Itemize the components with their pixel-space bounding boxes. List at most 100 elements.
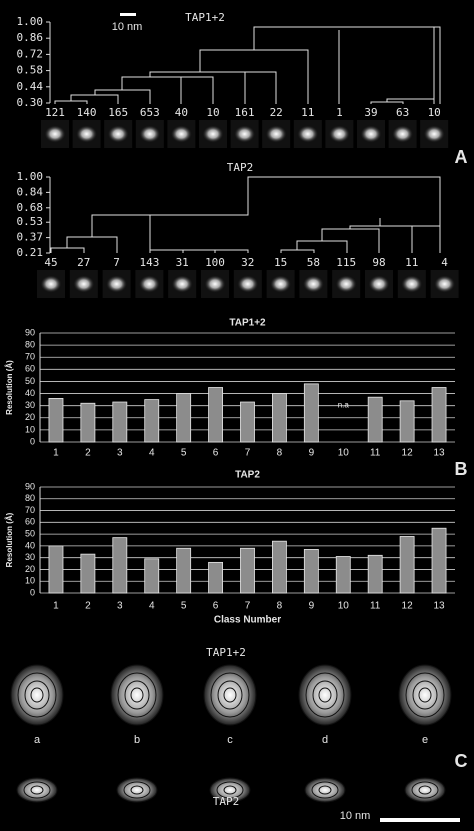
particle [170,125,193,143]
bar [80,402,96,443]
y-tick-label: 10 [25,424,35,434]
bar [176,547,192,594]
leaf-label: 7 [113,256,120,269]
y-tick-label: 10 [25,576,35,586]
x-tick-label: 9 [309,601,315,612]
contour [418,687,432,703]
particle [265,125,288,143]
leaf-label: 11 [405,256,418,269]
particle [233,125,256,143]
particle [75,125,98,143]
x-axis-label: Class Number [214,615,281,626]
x-tick-label: 2 [85,448,91,459]
leaf-label: 22 [270,106,283,119]
panel-c-title: TAP2 [213,795,240,808]
leaf-label: 27 [77,256,90,269]
contour [404,777,446,803]
y-tick-label: 0.53 [17,215,44,228]
bar [208,561,224,594]
contour [110,664,164,726]
class-images [37,120,459,298]
x-tick-label: 6 [213,448,219,459]
y-tick-label: 1.00 [17,15,44,28]
contour [305,672,345,718]
bar [240,401,255,443]
bar [367,396,383,443]
leaf-label: 11 [301,106,314,119]
y-tick-label: 0.86 [17,31,44,44]
x-tick-label: 8 [277,601,283,612]
panel-label: C [455,751,468,771]
contour [30,785,44,795]
leaf-label: 140 [77,106,97,119]
x-tick-label: 11 [370,601,381,612]
bar [271,540,287,594]
contour-maps [10,664,452,803]
y-tick-label: 30 [25,552,35,562]
leaf-label: 63 [396,106,409,119]
contour [117,672,157,718]
panel-label: A [455,147,468,167]
particle [400,275,423,293]
x-tick-label: 1 [53,448,59,459]
class-label: d [322,734,328,746]
y-tick-label: 80 [25,339,35,349]
leaf-label: 15 [274,256,287,269]
dendrogram-links [54,26,441,104]
contour [30,687,44,703]
contour [405,672,445,718]
contour [318,785,332,795]
leaf-label: 4 [441,256,448,269]
y-tick-label: 0.72 [17,47,44,60]
contour [412,680,438,710]
leaf-label: 31 [176,256,189,269]
contour [123,781,151,799]
particle [296,125,319,143]
leaf-label: 161 [235,106,255,119]
particle [335,275,358,293]
particle [202,125,224,143]
x-tick-label: 8 [277,448,283,459]
contour [130,785,144,795]
y-tick-label: 50 [25,376,35,386]
particle [391,125,414,143]
bar [112,537,128,594]
x-tick-label: 4 [149,448,155,459]
x-tick-label: 13 [433,448,445,459]
x-tick-label: 5 [181,601,187,612]
scale-bar [120,13,136,16]
x-tick-label: 10 [338,601,350,612]
contour [398,664,452,726]
leaf-label: 1 [336,106,343,119]
y-tick-label: 20 [25,564,35,574]
y-tick-label: 70 [25,352,35,362]
leaf-label: 58 [307,256,320,269]
panel-label: B [455,459,468,479]
contour [304,777,346,803]
particle [360,125,382,143]
dendrogram-links [50,176,441,253]
bar [144,399,160,443]
class-label: e [422,734,428,746]
scale-bar-label: 10 nm [112,21,143,33]
x-tick-label: 9 [309,448,315,459]
particle [138,125,161,143]
particle [236,275,259,293]
contour [24,680,50,710]
y-tick-label: 0.21 [17,246,44,259]
contour [203,664,257,726]
y-tick-label: 90 [25,481,35,491]
contour [130,687,144,703]
x-tick-label: 13 [433,601,445,612]
y-axis-label: Resolution (Å) [5,512,14,567]
y-tick-label: 50 [25,528,35,538]
bar [80,553,96,594]
x-tick-label: 6 [213,601,219,612]
contour [223,687,237,703]
particle [44,125,66,143]
bar [208,387,224,443]
y-tick-label: 0 [30,436,35,446]
y-tick-label: 0.37 [17,231,44,244]
leaf-label: 121 [45,106,65,119]
